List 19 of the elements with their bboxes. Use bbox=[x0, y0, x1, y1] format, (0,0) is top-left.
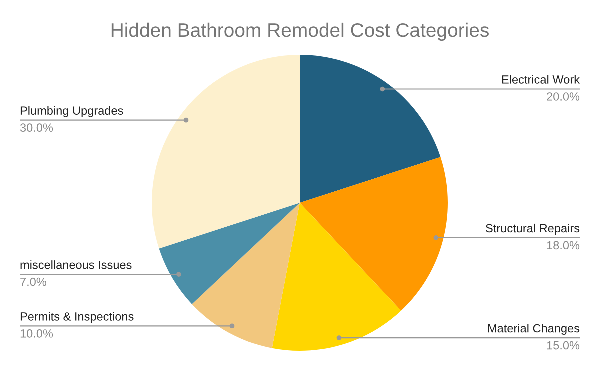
slice-label: Plumbing Upgrades bbox=[20, 106, 124, 118]
data-label: 20.0% bbox=[547, 92, 580, 101]
data-label: 30.0% bbox=[20, 124, 54, 132]
pie-slice bbox=[159, 203, 300, 304]
slice-label: Electrical Work bbox=[502, 75, 580, 84]
data-label: 10.0% bbox=[20, 330, 54, 338]
pie-slice bbox=[300, 55, 441, 203]
slice-label: Material Changes bbox=[488, 324, 580, 336]
pie-slice bbox=[152, 55, 300, 249]
pie-slice bbox=[272, 203, 402, 351]
data-label: 18.0% bbox=[547, 241, 580, 250]
pie-slice bbox=[192, 203, 300, 348]
chart-title: Hidden Bathroom Remodel Cost Categories bbox=[112, 22, 489, 42]
data-label: 7.0% bbox=[20, 278, 46, 286]
data-label: 15.0% bbox=[547, 341, 580, 350]
slice-label: miscellaneous Issues bbox=[20, 260, 132, 270]
slice-label: Permits & Inspections bbox=[20, 312, 134, 324]
pie-slice bbox=[300, 157, 448, 311]
slice-label: Structural Repairs bbox=[486, 224, 580, 235]
